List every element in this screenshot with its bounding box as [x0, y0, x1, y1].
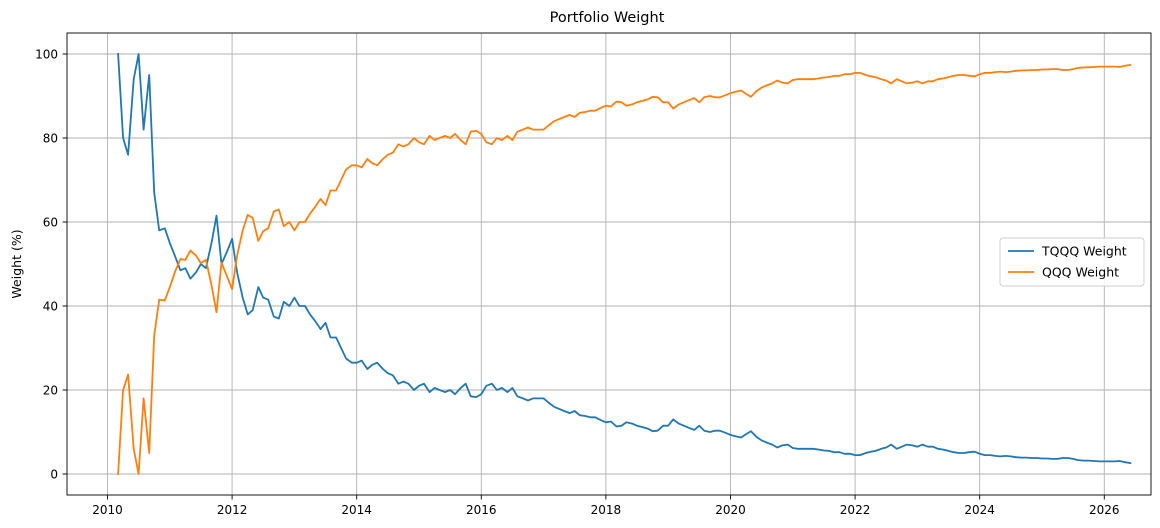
x-tick-label: 2014 — [341, 503, 372, 517]
x-tick-label: 2018 — [591, 503, 622, 517]
y-tick-label: 100 — [35, 47, 58, 61]
y-tick-label: 40 — [43, 299, 58, 313]
x-tick-label: 2020 — [715, 503, 746, 517]
legend-box — [999, 237, 1145, 287]
x-tick-label: 2022 — [840, 503, 871, 517]
x-tick-label: 2024 — [964, 503, 995, 517]
y-tick-label: 0 — [50, 467, 58, 481]
x-tick-label: 2026 — [1089, 503, 1120, 517]
x-axis: 2010 2012 2014 2016 2018 2020 2022 2024 2026 — [92, 495, 1120, 517]
y-tick-label: 60 — [43, 215, 58, 229]
legend-label-tqqq: TQQQ Weight — [1041, 244, 1127, 259]
y-axis: 0 20 40 60 80 100 — [35, 47, 67, 481]
x-tick-label: 2016 — [466, 503, 497, 517]
y-tick-label: 20 — [43, 383, 58, 397]
series-line-qqq — [117, 63, 1132, 475]
chart-title: Portfolio Weight — [550, 10, 665, 26]
x-tick-label: 2010 — [92, 503, 123, 517]
grid — [67, 33, 1151, 495]
series-lines — [117, 53, 1132, 475]
plot-area: 2010 2012 2014 2016 2018 2020 2022 2024 2026 0 20… — [35, 32, 1152, 517]
series-line-tqqq — [117, 53, 1132, 465]
plot-frame — [66, 32, 1152, 496]
y-axis-label: Weight (%) — [9, 229, 24, 298]
x-tick-label: 2012 — [217, 503, 248, 517]
y-tick-label: 80 — [43, 131, 58, 145]
legend: TQQQ Weight QQQ Weight — [999, 237, 1145, 287]
plot-background — [67, 33, 1151, 495]
legend-label-qqq: QQQ Weight — [1042, 265, 1119, 280]
